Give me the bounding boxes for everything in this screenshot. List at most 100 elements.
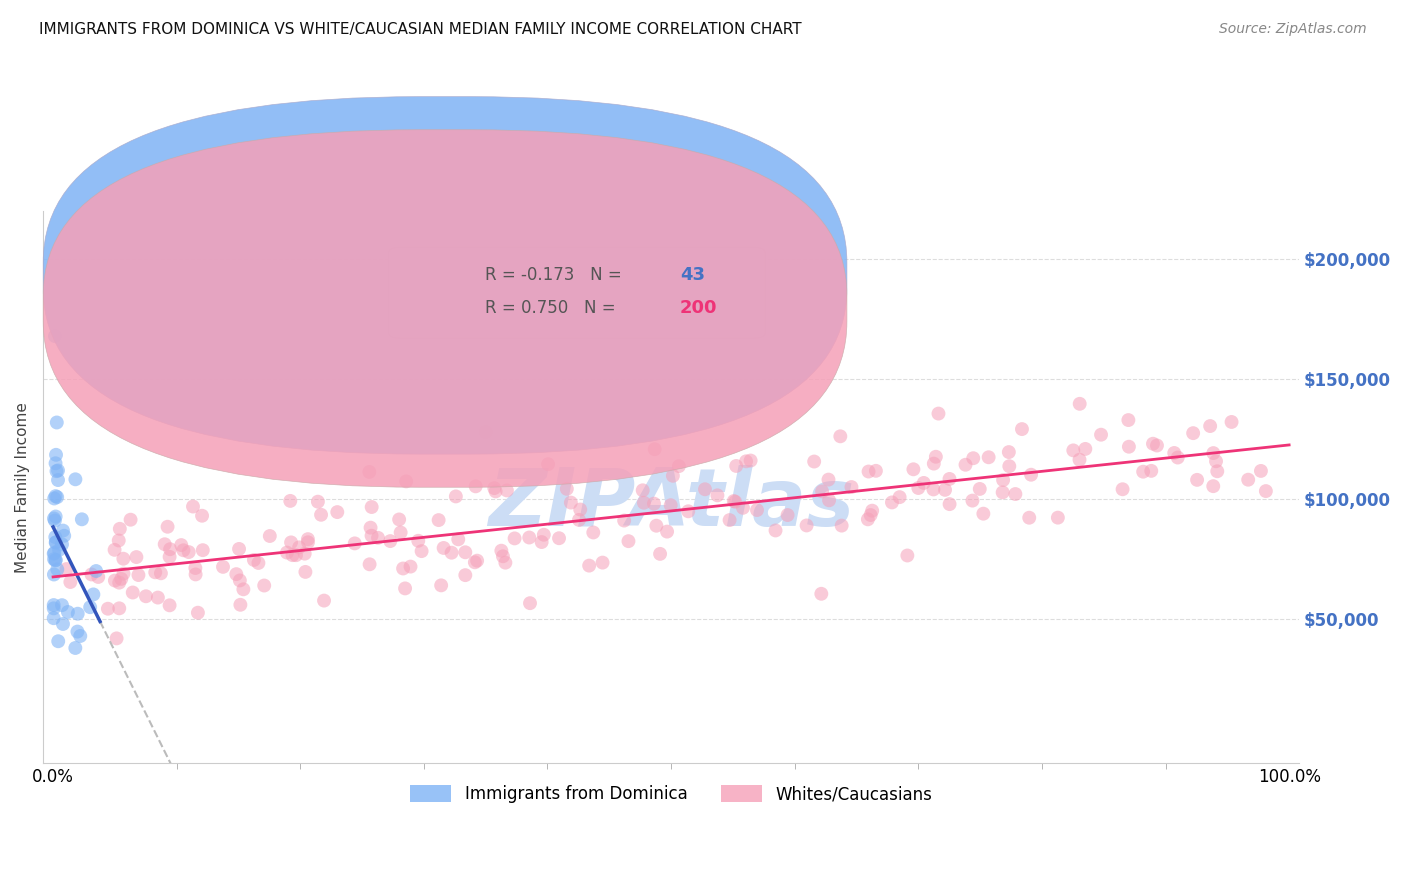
Point bbox=[1237, 473, 1260, 487]
Point bbox=[555, 482, 578, 496]
Point bbox=[45, 535, 67, 549]
Point bbox=[125, 550, 148, 565]
Text: 200: 200 bbox=[681, 300, 717, 318]
Point bbox=[858, 465, 880, 479]
Point bbox=[1202, 479, 1225, 493]
Point bbox=[1069, 452, 1091, 467]
Point bbox=[80, 567, 103, 582]
Point bbox=[517, 531, 540, 545]
Point bbox=[998, 459, 1021, 474]
Point bbox=[633, 496, 655, 510]
Point bbox=[388, 512, 411, 526]
Point bbox=[87, 570, 110, 584]
Point bbox=[1202, 446, 1225, 460]
Point bbox=[922, 457, 945, 471]
Point bbox=[367, 531, 389, 545]
Point bbox=[44, 553, 66, 567]
Point bbox=[52, 617, 75, 632]
Point bbox=[1111, 482, 1133, 496]
Point bbox=[153, 537, 176, 551]
Point bbox=[232, 582, 254, 597]
Point bbox=[259, 529, 281, 543]
Point bbox=[278, 494, 301, 508]
Point bbox=[724, 494, 747, 508]
Point bbox=[484, 481, 506, 495]
Point bbox=[309, 508, 332, 522]
Point bbox=[1069, 397, 1091, 411]
Point bbox=[934, 483, 956, 497]
Point bbox=[889, 490, 911, 504]
Point bbox=[380, 534, 402, 549]
Point bbox=[69, 629, 91, 643]
Point bbox=[592, 556, 614, 570]
Point bbox=[120, 513, 142, 527]
Point bbox=[718, 513, 741, 527]
Point bbox=[991, 473, 1014, 487]
Point bbox=[112, 566, 135, 581]
Point bbox=[662, 468, 685, 483]
Point bbox=[1132, 465, 1154, 479]
Point bbox=[285, 548, 308, 562]
Point bbox=[925, 450, 948, 464]
Point bbox=[1018, 510, 1040, 524]
Point bbox=[969, 482, 991, 496]
Point bbox=[127, 568, 149, 582]
Point bbox=[135, 589, 157, 603]
Point bbox=[51, 537, 73, 551]
Point bbox=[159, 542, 181, 557]
Point bbox=[613, 514, 636, 528]
Point bbox=[42, 567, 65, 582]
Point bbox=[1220, 415, 1243, 429]
Point bbox=[103, 542, 125, 557]
Point bbox=[360, 521, 382, 535]
Point bbox=[42, 601, 65, 615]
Point bbox=[44, 514, 66, 528]
Point bbox=[725, 458, 748, 473]
Point bbox=[288, 541, 311, 555]
Point bbox=[1182, 426, 1205, 441]
Point bbox=[496, 483, 519, 498]
Point bbox=[1254, 484, 1277, 499]
Point bbox=[706, 488, 728, 502]
Point bbox=[803, 454, 825, 468]
Point bbox=[359, 558, 381, 572]
Point bbox=[44, 491, 66, 506]
Point bbox=[740, 453, 762, 467]
Point bbox=[648, 547, 671, 561]
Point bbox=[66, 624, 89, 639]
Point bbox=[105, 632, 128, 646]
Point bbox=[491, 543, 513, 558]
Point bbox=[454, 568, 477, 582]
Point bbox=[243, 553, 266, 567]
Point bbox=[533, 527, 555, 541]
Point bbox=[42, 511, 65, 525]
Point bbox=[42, 598, 65, 612]
Point bbox=[569, 502, 592, 516]
Point bbox=[51, 598, 73, 612]
Point bbox=[191, 508, 214, 523]
Point bbox=[560, 495, 582, 509]
Point bbox=[655, 524, 678, 539]
Point bbox=[464, 555, 486, 569]
Point bbox=[938, 472, 960, 486]
Point bbox=[938, 497, 960, 511]
Point bbox=[503, 532, 526, 546]
Point bbox=[860, 504, 883, 518]
Y-axis label: Median Family Income: Median Family Income bbox=[15, 401, 30, 573]
Point bbox=[723, 494, 745, 508]
Point bbox=[659, 498, 682, 512]
Text: R = 0.750   N =: R = 0.750 N = bbox=[485, 300, 621, 318]
Point bbox=[45, 509, 67, 524]
Point bbox=[399, 559, 422, 574]
Point bbox=[447, 533, 470, 547]
Point bbox=[45, 464, 67, 478]
Point bbox=[46, 490, 69, 504]
Point bbox=[187, 606, 209, 620]
Point bbox=[955, 458, 977, 472]
Point bbox=[745, 503, 768, 517]
Point bbox=[360, 500, 382, 514]
Point bbox=[796, 518, 818, 533]
Point bbox=[42, 552, 65, 566]
Point bbox=[46, 634, 69, 648]
Point bbox=[177, 545, 200, 559]
